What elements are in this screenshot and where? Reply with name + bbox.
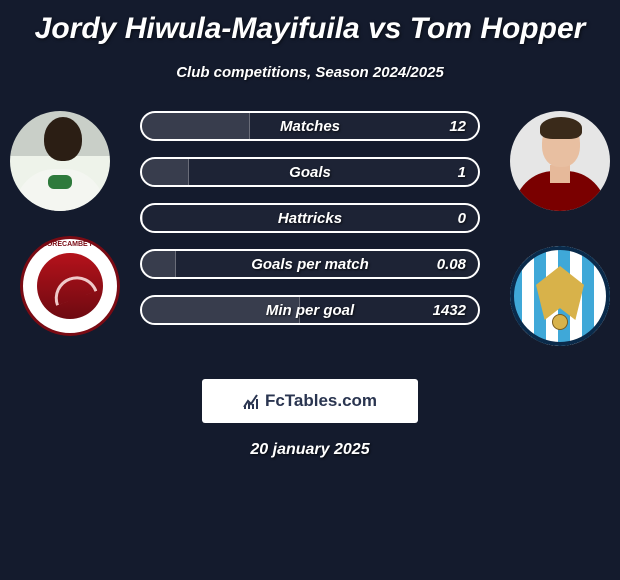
stats-list: Matches 12 Goals 1 Hattricks 0 Goals per… xyxy=(140,111,480,341)
stat-row-hattricks: Hattricks 0 xyxy=(140,203,480,233)
stat-fill xyxy=(142,159,189,185)
stat-value: 1432 xyxy=(433,297,466,323)
stat-row-goals: Goals 1 xyxy=(140,157,480,187)
stat-row-goals-per-match: Goals per match 0.08 xyxy=(140,249,480,279)
comparison-subtitle: Club competitions, Season 2024/2025 xyxy=(0,64,620,81)
brand-attribution: FcTables.com xyxy=(202,379,418,423)
player2-club-badge xyxy=(510,246,610,346)
stat-value: 1 xyxy=(458,159,466,185)
brand-logo-icon xyxy=(243,393,259,409)
stat-value: 12 xyxy=(449,113,466,139)
stat-fill xyxy=(142,297,300,323)
player1-club-badge: MORECAMBE FC xyxy=(20,236,120,336)
stat-label: Goals xyxy=(142,159,478,185)
stat-label: Goals per match xyxy=(142,251,478,277)
stat-label: Hattricks xyxy=(142,205,478,231)
stat-fill xyxy=(142,113,250,139)
stat-fill xyxy=(142,251,176,277)
stat-value: 0.08 xyxy=(437,251,466,277)
stat-fill xyxy=(142,205,143,231)
player2-avatar xyxy=(510,111,610,211)
stat-value: 0 xyxy=(458,205,466,231)
stat-row-min-per-goal: Min per goal 1432 xyxy=(140,295,480,325)
stat-row-matches: Matches 12 xyxy=(140,111,480,141)
brand-text: FcTables.com xyxy=(265,391,377,411)
comparison-title: Jordy Hiwula-Mayifuila vs Tom Hopper xyxy=(0,0,620,46)
comparison-content: MORECAMBE FC Matches 12 Goals 1 Hattrick… xyxy=(0,111,620,371)
player1-avatar xyxy=(10,111,110,211)
comparison-date: 20 january 2025 xyxy=(0,441,620,459)
